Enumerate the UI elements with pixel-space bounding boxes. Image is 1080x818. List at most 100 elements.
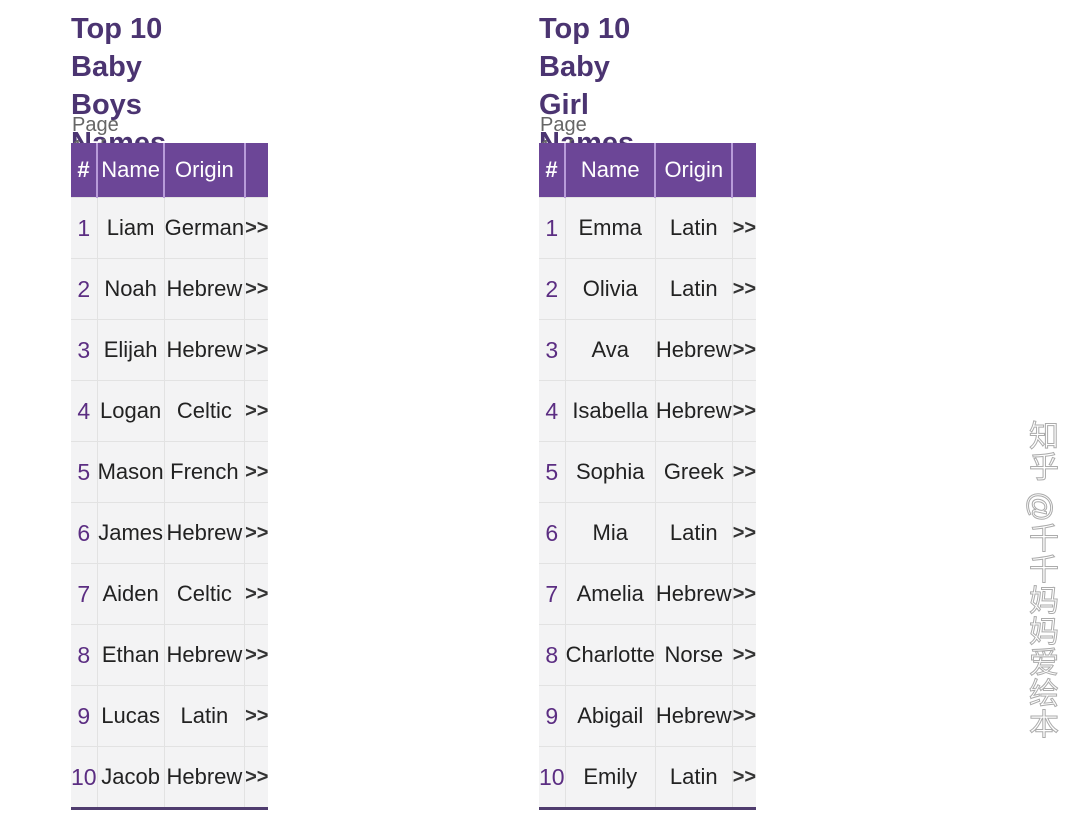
origin-cell: Norse bbox=[654, 624, 733, 686]
origin-cell: Latin bbox=[654, 746, 733, 809]
origin-cell: Latin bbox=[654, 258, 733, 320]
name-cell[interactable]: Emma bbox=[564, 197, 656, 259]
origin-cell: Hebrew bbox=[654, 380, 733, 442]
origin-cell: Latin bbox=[654, 502, 733, 564]
table-row: 1 Liam German >> bbox=[71, 197, 269, 259]
name-cell[interactable]: Sophia bbox=[564, 441, 656, 503]
rank-cell: 1 bbox=[71, 197, 98, 259]
rank-cell: 5 bbox=[71, 441, 98, 503]
details-arrow-button[interactable]: >> bbox=[244, 319, 269, 381]
origin-cell: Hebrew bbox=[163, 319, 245, 381]
header-name[interactable]: Name bbox=[564, 143, 656, 198]
origin-cell: Hebrew bbox=[654, 685, 733, 747]
name-cell[interactable]: Amelia bbox=[564, 563, 656, 625]
table-row: 10 Emily Latin >> bbox=[539, 746, 757, 809]
details-arrow-button[interactable]: >> bbox=[731, 258, 757, 320]
table-row: 9 Lucas Latin >> bbox=[71, 685, 269, 747]
details-arrow-button[interactable]: >> bbox=[244, 685, 269, 747]
origin-cell: Hebrew bbox=[163, 502, 245, 564]
table-row: 7 Aiden Celtic >> bbox=[71, 563, 269, 625]
rank-cell: 3 bbox=[539, 319, 566, 381]
name-cell[interactable]: Liam bbox=[96, 197, 165, 259]
details-arrow-button[interactable]: >> bbox=[244, 197, 269, 259]
name-cell[interactable]: Olivia bbox=[564, 258, 656, 320]
rank-cell: 7 bbox=[539, 563, 566, 625]
name-cell[interactable]: Aiden bbox=[96, 563, 165, 625]
origin-cell: Latin bbox=[163, 685, 245, 747]
header-row: # Name Origin bbox=[539, 143, 757, 198]
name-cell[interactable]: Ava bbox=[564, 319, 656, 381]
details-arrow-button[interactable]: >> bbox=[244, 258, 269, 320]
name-cell[interactable]: Abigail bbox=[564, 685, 656, 747]
rank-cell: 4 bbox=[539, 380, 566, 442]
details-arrow-button[interactable]: >> bbox=[731, 319, 757, 381]
name-cell[interactable]: Noah bbox=[96, 258, 165, 320]
table-row: 8 Ethan Hebrew >> bbox=[71, 624, 269, 686]
origin-cell: Hebrew bbox=[163, 746, 245, 809]
name-cell[interactable]: Charlotte bbox=[564, 624, 656, 686]
details-arrow-button[interactable]: >> bbox=[731, 685, 757, 747]
header-rank[interactable]: # bbox=[71, 143, 98, 198]
origin-cell: Hebrew bbox=[163, 624, 245, 686]
header-origin[interactable]: Origin bbox=[654, 143, 733, 198]
header-name[interactable]: Name bbox=[96, 143, 165, 198]
rank-cell: 8 bbox=[539, 624, 566, 686]
header-origin[interactable]: Origin bbox=[163, 143, 245, 198]
rank-cell: 3 bbox=[71, 319, 98, 381]
rank-cell: 10 bbox=[71, 746, 98, 809]
table-row: 6 James Hebrew >> bbox=[71, 502, 269, 564]
table-row: 3 Elijah Hebrew >> bbox=[71, 319, 269, 381]
name-cell[interactable]: Jacob bbox=[96, 746, 165, 809]
details-arrow-button[interactable]: >> bbox=[731, 563, 757, 625]
details-arrow-button[interactable]: >> bbox=[244, 502, 269, 564]
rank-cell: 6 bbox=[71, 502, 98, 564]
header-rank[interactable]: # bbox=[539, 143, 566, 198]
details-arrow-button[interactable]: >> bbox=[244, 624, 269, 686]
table-row: 3 Ava Hebrew >> bbox=[539, 319, 757, 381]
rank-cell: 5 bbox=[539, 441, 566, 503]
rank-cell: 7 bbox=[71, 563, 98, 625]
origin-cell: Latin bbox=[654, 197, 733, 259]
table-row: 8 Charlotte Norse >> bbox=[539, 624, 757, 686]
origin-cell: Hebrew bbox=[654, 563, 733, 625]
details-arrow-button[interactable]: >> bbox=[244, 441, 269, 503]
rank-cell: 9 bbox=[71, 685, 98, 747]
table-row: 7 Amelia Hebrew >> bbox=[539, 563, 757, 625]
table-row: 2 Olivia Latin >> bbox=[539, 258, 757, 320]
details-arrow-button[interactable]: >> bbox=[731, 441, 757, 503]
table-row: 9 Abigail Hebrew >> bbox=[539, 685, 757, 747]
details-arrow-button[interactable]: >> bbox=[731, 380, 757, 442]
rank-cell: 4 bbox=[71, 380, 98, 442]
details-arrow-button[interactable]: >> bbox=[244, 563, 269, 625]
table-row: 4 Isabella Hebrew >> bbox=[539, 380, 757, 442]
details-arrow-button[interactable]: >> bbox=[731, 197, 757, 259]
name-cell[interactable]: Isabella bbox=[564, 380, 656, 442]
origin-cell: Greek bbox=[654, 441, 733, 503]
details-arrow-button[interactable]: >> bbox=[731, 502, 757, 564]
table-row: 5 Mason French >> bbox=[71, 441, 269, 503]
details-arrow-button[interactable]: >> bbox=[731, 624, 757, 686]
rank-cell: 9 bbox=[539, 685, 566, 747]
origin-cell: Celtic bbox=[163, 563, 245, 625]
table-row: 5 Sophia Greek >> bbox=[539, 441, 757, 503]
origin-cell: French bbox=[163, 441, 245, 503]
details-arrow-button[interactable]: >> bbox=[244, 746, 269, 809]
girls-table: # Name Origin 1 Emma Latin >> 2 Olivia Latin >> 3 Av… bbox=[539, 143, 757, 810]
name-cell[interactable]: James bbox=[96, 502, 165, 564]
rank-cell: 6 bbox=[539, 502, 566, 564]
header-action[interactable] bbox=[731, 143, 757, 198]
origin-cell: German bbox=[163, 197, 245, 259]
name-cell[interactable]: Mason bbox=[96, 441, 165, 503]
header-action[interactable] bbox=[243, 143, 269, 198]
details-arrow-button[interactable]: >> bbox=[244, 380, 269, 442]
name-cell[interactable]: Emily bbox=[564, 746, 656, 809]
watermark: 知乎 @千千妈妈爱绘本 bbox=[1024, 420, 1058, 741]
name-cell[interactable]: Elijah bbox=[96, 319, 165, 381]
name-cell[interactable]: Mia bbox=[564, 502, 656, 564]
name-cell[interactable]: Logan bbox=[96, 380, 165, 442]
name-cell[interactable]: Ethan bbox=[96, 624, 165, 686]
rank-cell: 10 bbox=[539, 746, 566, 809]
details-arrow-button[interactable]: >> bbox=[731, 746, 757, 809]
name-cell[interactable]: Lucas bbox=[96, 685, 165, 747]
origin-cell: Hebrew bbox=[163, 258, 245, 320]
